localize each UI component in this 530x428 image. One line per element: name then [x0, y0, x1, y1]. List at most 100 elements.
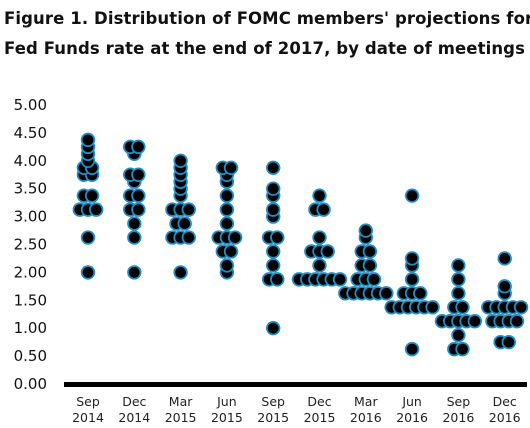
projection-dot — [366, 272, 382, 287]
projection-dot — [131, 167, 146, 182]
projection-dot — [362, 258, 378, 273]
x-tick-label-year: 2015 — [304, 410, 336, 425]
y-tick-label: 3.50 — [14, 180, 47, 198]
projection-dot — [404, 251, 420, 266]
x-tick-label-month: Dec — [307, 394, 331, 409]
x-tick-label-month: Sep — [447, 394, 471, 409]
projection-dot — [131, 188, 146, 203]
chart-title-line-2: Fed Funds rate at the end of 2017, by da… — [4, 39, 526, 58]
x-tick-label-month: Sep — [261, 394, 285, 409]
projection-dot — [513, 300, 529, 315]
projection-dot — [404, 272, 420, 287]
projection-dot — [127, 230, 142, 245]
x-tick-label-month: Mar — [169, 394, 193, 409]
projection-dot — [219, 216, 235, 231]
projection-dot — [219, 188, 235, 203]
projection-dot — [127, 216, 142, 231]
x-tick-label-year: 2014 — [118, 410, 150, 425]
projection-dot — [270, 272, 285, 287]
projection-dot — [413, 286, 428, 301]
projection-dot — [88, 202, 104, 217]
dot-column — [122, 139, 146, 280]
y-tick-label: 0.00 — [14, 375, 47, 393]
projection-dot — [455, 300, 470, 315]
projection-dot — [316, 202, 331, 217]
projection-dot — [451, 286, 466, 301]
projection-dot — [266, 321, 281, 336]
projection-dot — [425, 300, 440, 315]
x-tick-label-year: 2016 — [442, 410, 474, 425]
dot-column — [291, 188, 348, 287]
y-tick-label: 2.50 — [14, 236, 47, 254]
projection-dot — [404, 188, 420, 203]
projection-dot — [219, 202, 235, 217]
x-tick-label-month: Dec — [493, 394, 517, 409]
projection-dot — [80, 230, 96, 245]
projection-dot — [219, 258, 235, 273]
x-tick-label-year: 2015 — [257, 410, 289, 425]
y-tick-label: 5.00 — [14, 96, 47, 114]
x-axis-line — [64, 382, 527, 387]
y-tick-label: 1.00 — [14, 319, 47, 337]
projection-dot — [497, 279, 512, 294]
projection-dot — [266, 160, 281, 175]
x-axis: Sep2014Dec2014Mar2015Jun2015Sep2015Dec20… — [64, 382, 527, 425]
dot-column — [72, 132, 104, 280]
y-tick-label: 2.00 — [14, 263, 47, 281]
projection-dot — [497, 251, 512, 266]
projection-dot — [131, 139, 146, 155]
projection-dot — [80, 265, 96, 280]
projection-dot — [312, 258, 327, 273]
chart-title: Figure 1. Distribution of FOMC members' … — [4, 4, 530, 64]
y-tick-label: 1.50 — [14, 291, 47, 309]
projection-dot — [177, 216, 192, 231]
projection-dot — [332, 272, 348, 287]
projection-dot — [227, 230, 243, 245]
projection-dot — [173, 265, 188, 280]
projection-dot — [223, 244, 239, 259]
dot-column — [481, 251, 529, 350]
dot-column — [261, 160, 285, 336]
projection-dot — [80, 132, 96, 148]
x-tick-label-year: 2016 — [489, 410, 521, 425]
projection-dot — [509, 314, 525, 329]
y-tick-label: 4.00 — [14, 152, 47, 170]
projection-dot — [223, 160, 239, 175]
projection-dot — [501, 334, 517, 350]
projection-dot — [270, 230, 285, 245]
projection-dot — [131, 202, 146, 217]
x-tick-label-year: 2014 — [72, 410, 104, 425]
projection-dot — [455, 341, 470, 357]
y-axis: 5.00 4.50 4.00 3.50 3.00 2.50 2.00 1.50 1.00 0.50… — [14, 96, 47, 393]
x-tick-label-year: 2015 — [165, 410, 197, 425]
dot-column — [211, 160, 243, 280]
projection-dot — [127, 265, 142, 280]
chart-title-line-1: Figure 1. Distribution of FOMC members' … — [4, 9, 530, 28]
projection-dot — [266, 181, 281, 196]
projection-dot — [404, 341, 420, 357]
dot-column — [384, 188, 440, 357]
projection-dots — [72, 132, 529, 357]
x-tick-label-month: Mar — [354, 394, 378, 409]
x-tick-label-month: Dec — [122, 394, 146, 409]
projection-dot — [379, 286, 394, 301]
projection-dot — [358, 223, 374, 238]
x-tick-label-month: Jun — [401, 394, 422, 409]
projection-dot — [451, 272, 466, 287]
projection-dot — [173, 153, 188, 169]
dot-column — [165, 153, 197, 280]
projection-dot — [181, 230, 197, 245]
x-tick-label-month: Sep — [76, 394, 100, 409]
projection-dot — [266, 202, 281, 217]
projection-dot — [312, 230, 327, 245]
projection-dot — [467, 314, 483, 329]
projection-dot — [266, 244, 281, 259]
x-tick-label-year: 2015 — [211, 410, 243, 425]
x-tick-label-month: Jun — [216, 394, 237, 409]
y-tick-label: 3.00 — [14, 208, 47, 226]
projection-dot — [266, 258, 281, 273]
projection-dot — [181, 202, 197, 217]
projection-dot — [451, 327, 466, 343]
projection-dot — [320, 244, 335, 259]
